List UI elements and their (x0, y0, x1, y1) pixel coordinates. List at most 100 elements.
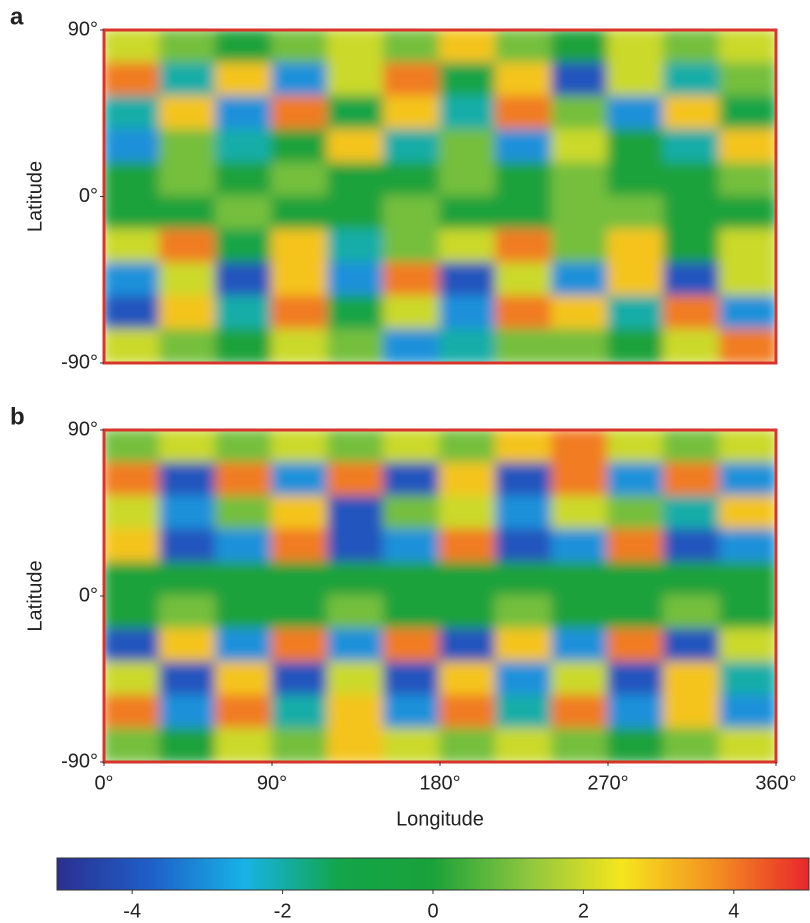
heatmap-cell (215, 495, 273, 531)
heatmap-cell (551, 128, 609, 165)
heatmap-cell (383, 195, 441, 231)
heatmap-cell (271, 528, 329, 564)
heatmap-cell (495, 495, 553, 531)
heatmap-cell (271, 462, 329, 498)
heatmap-cell (663, 462, 721, 498)
heatmap-cell (439, 195, 497, 231)
heatmap-cell (327, 628, 385, 664)
heatmap-cell (383, 628, 441, 664)
heatmap-cell (663, 727, 721, 762)
heatmap-cell (551, 62, 609, 98)
heatmap-cell (271, 128, 329, 165)
heatmap-cell (607, 228, 665, 265)
heatmap-cell (719, 628, 776, 664)
heatmap-cell (383, 595, 441, 631)
heatmap-cell (551, 495, 609, 531)
heatmap-cell (271, 62, 329, 98)
heatmap-cell (607, 661, 665, 697)
heatmap-cell (271, 694, 329, 730)
heatmap-cell (104, 195, 161, 231)
heatmap-cell (215, 694, 273, 730)
heatmap-cell (495, 195, 553, 231)
heatmap-cell (327, 528, 385, 564)
heatmap-cell (663, 528, 721, 564)
heatmap-cell (495, 128, 553, 165)
heatmap-cell (159, 628, 217, 664)
heatmap-cell (439, 595, 497, 631)
heatmap-cell (159, 462, 217, 498)
heatmap-cell (271, 262, 329, 298)
heatmap-cell (495, 561, 553, 597)
heatmap (104, 30, 776, 363)
heatmap-cell (719, 595, 776, 631)
heatmap-cell (159, 727, 217, 762)
heatmap-cell (663, 62, 721, 98)
heatmap-cell (271, 162, 329, 198)
heatmap-cell (104, 95, 161, 131)
heatmap-cell (607, 262, 665, 298)
heatmap-cell (159, 228, 217, 265)
heatmap-cell (215, 30, 273, 65)
heatmap-cell (439, 62, 497, 98)
heatmap-cell (663, 162, 721, 198)
heatmap-cell (719, 661, 776, 697)
heatmap-cell (271, 195, 329, 231)
x-axis-label: Longitude (396, 808, 484, 830)
heatmap-cell (719, 162, 776, 198)
heatmap-cell (607, 328, 665, 363)
heatmap-cell (439, 661, 497, 697)
heatmap-cell (271, 628, 329, 664)
heatmap-cell (383, 694, 441, 730)
y-axis-label: Latitude (24, 560, 46, 631)
heatmap-cell (383, 262, 441, 298)
heatmap-cell (719, 228, 776, 265)
heatmap-cell (439, 694, 497, 730)
heatmap-cell (663, 195, 721, 231)
heatmap-cell (104, 694, 161, 730)
x-tick-label: 270° (587, 772, 628, 794)
heatmap-cell (215, 195, 273, 231)
heatmap-cell (551, 528, 609, 564)
heatmap-cell (104, 262, 161, 298)
heatmap-cell (327, 462, 385, 498)
heatmap-cell (104, 162, 161, 198)
heatmap-cell (271, 561, 329, 597)
panel-label: b (10, 403, 25, 430)
heatmap-cell (607, 595, 665, 631)
heatmap-cell (215, 462, 273, 498)
heatmap-cell (551, 661, 609, 697)
heatmap-cell (663, 295, 721, 331)
heatmap-cell (104, 495, 161, 531)
heatmap-cell (551, 430, 609, 465)
heatmap-cell (215, 430, 273, 465)
heatmap-cell (104, 727, 161, 762)
heatmap-cell (551, 30, 609, 65)
heatmap-cell (551, 262, 609, 298)
heatmap-cell (104, 561, 161, 597)
heatmap-cell (663, 328, 721, 363)
heatmap-cell (159, 328, 217, 363)
heatmap-cell (104, 228, 161, 265)
heatmap-cell (607, 727, 665, 762)
heatmap-cell (104, 62, 161, 98)
heatmap-cell (663, 561, 721, 597)
heatmap-cell (383, 495, 441, 531)
heatmap-cell (719, 528, 776, 564)
heatmap-cell (104, 595, 161, 631)
heatmap-cell (719, 95, 776, 131)
heatmap-cell (159, 30, 217, 65)
heatmap-cell (551, 228, 609, 265)
heatmap-cell (271, 495, 329, 531)
heatmap-cell (215, 628, 273, 664)
heatmap-cell (551, 328, 609, 363)
heatmap-cell (551, 462, 609, 498)
heatmap-cell (607, 561, 665, 597)
heatmap-cell (663, 228, 721, 265)
y-tick-label: -90° (61, 351, 98, 373)
heatmap-cell (495, 462, 553, 498)
heatmap-cell (663, 95, 721, 131)
heatmap-cell (607, 495, 665, 531)
heatmap-cell (495, 162, 553, 198)
heatmap-cell (159, 195, 217, 231)
heatmap-cell (495, 628, 553, 664)
